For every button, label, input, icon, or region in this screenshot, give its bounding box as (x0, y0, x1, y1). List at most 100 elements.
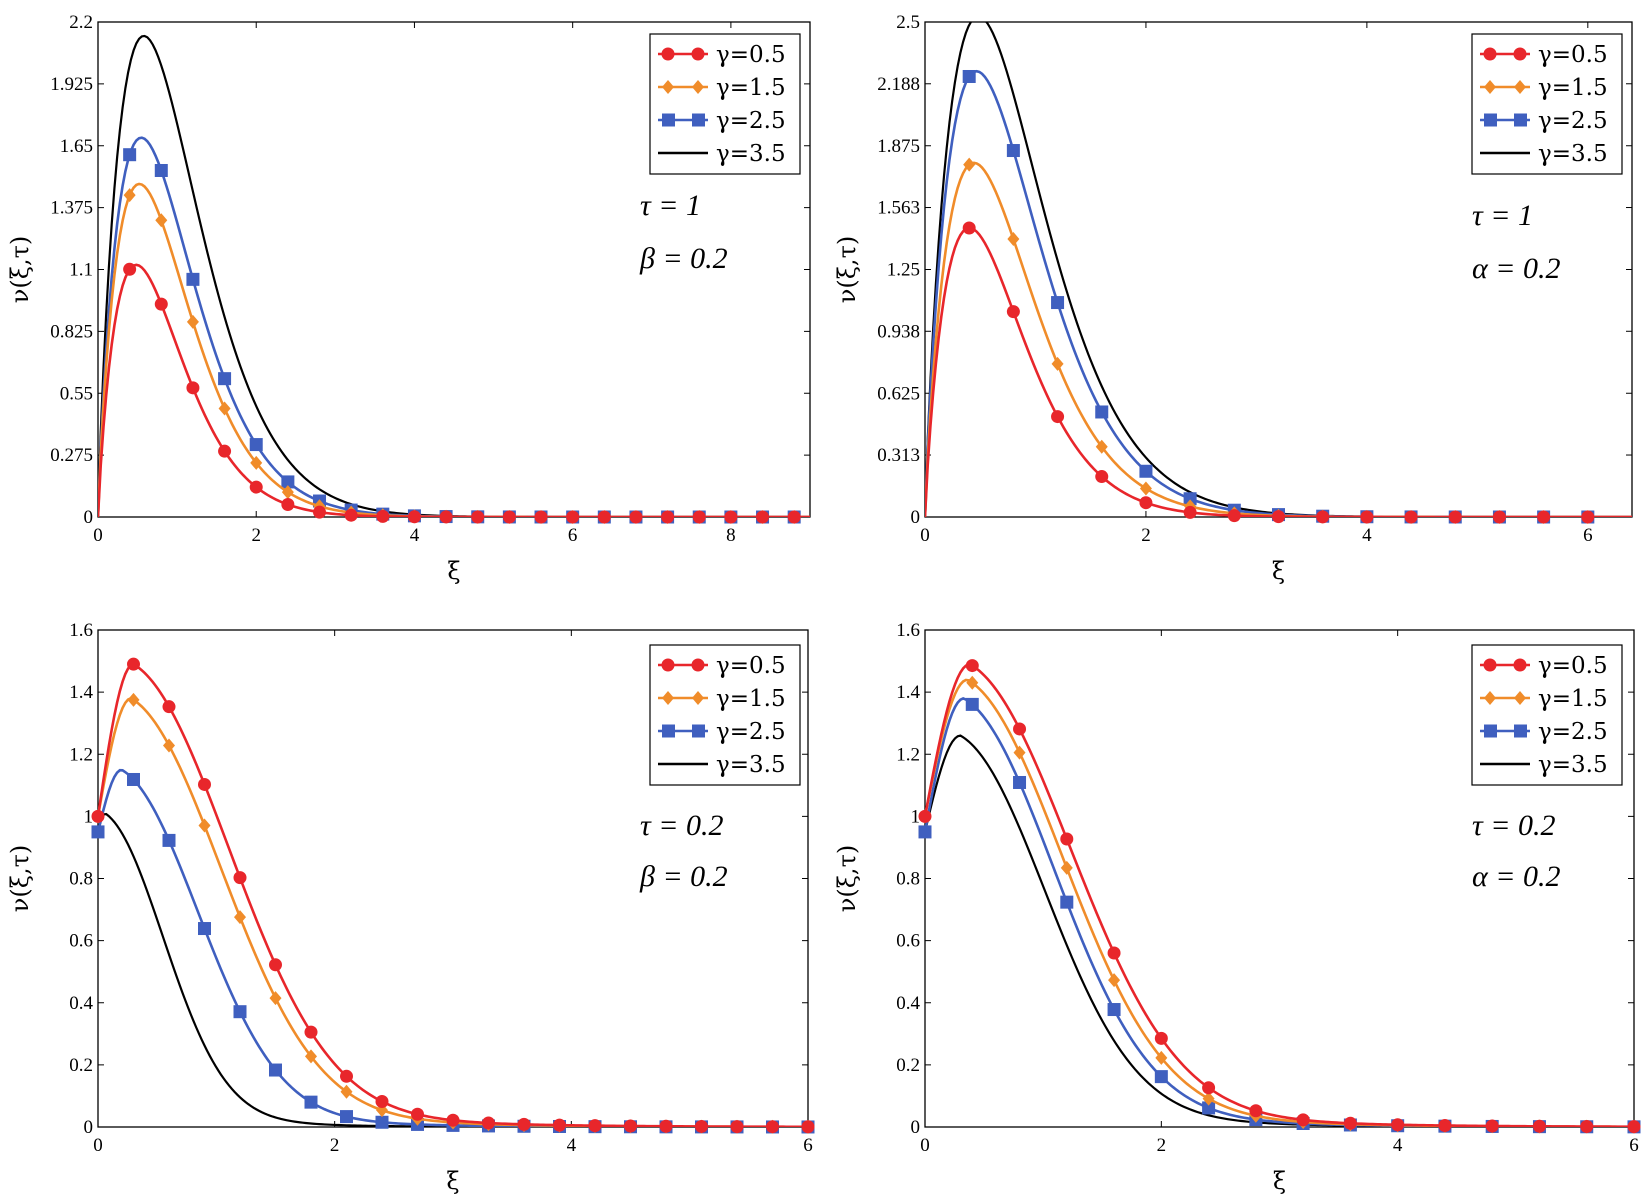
data-point (965, 659, 979, 673)
y-tick-label: 0.6 (896, 931, 920, 952)
data-point (962, 221, 976, 235)
data-point (597, 510, 611, 524)
data-point (344, 508, 358, 522)
y-tick-label: 1.65 (60, 136, 93, 157)
legend-label: γ=2.5 (1538, 719, 1608, 745)
data-point (1095, 405, 1109, 419)
data-point (1438, 1119, 1452, 1133)
data-point (198, 818, 211, 833)
data-point (233, 1005, 247, 1019)
y-tick-label: 1 (84, 806, 94, 827)
x-tick-label: 6 (1583, 525, 1593, 546)
data-point (1095, 439, 1108, 454)
data-point (1202, 1101, 1216, 1115)
legend-marker (1514, 691, 1526, 705)
data-point (198, 777, 211, 791)
data-point (163, 738, 175, 753)
annotation-param: β = 0.2 (639, 860, 728, 893)
data-point (127, 657, 140, 671)
y-tick-label: 1.6 (69, 620, 93, 641)
legend-label: γ=2.5 (1538, 108, 1608, 134)
data-point (123, 188, 136, 203)
data-point (756, 510, 770, 524)
y-tick-label: 0.275 (50, 445, 93, 466)
data-point (1580, 1120, 1594, 1134)
legend-marker (692, 724, 705, 738)
annotation-param: α = 0.2 (1472, 860, 1561, 893)
data-point (154, 297, 168, 311)
y-tick-label: 1 (911, 806, 921, 827)
data-point (588, 1119, 602, 1133)
series-line-γ=2.5 (98, 136, 810, 517)
legend-marker (1484, 80, 1496, 94)
chart-panel-a: 0 0.275 0.55 0.825 1.1 1.375 1.65 1.925 2.2 0 2 4 6 8… (6, 12, 811, 585)
legend-marker (662, 113, 675, 127)
data-point (407, 510, 421, 524)
data-point (1051, 296, 1065, 310)
data-point (250, 455, 263, 470)
data-point (127, 772, 140, 786)
x-tick-label: 0 (93, 1135, 103, 1156)
data-point (553, 1118, 566, 1132)
data-point (1095, 470, 1109, 484)
legend-label: γ=2.5 (716, 108, 786, 134)
y-tick-label: 0.938 (877, 321, 920, 342)
data-point (624, 1119, 637, 1133)
data-point (313, 505, 327, 519)
legend (1471, 644, 1623, 786)
data-point (918, 809, 932, 823)
y-tick-label: 0.8 (69, 869, 93, 890)
data-point (155, 213, 168, 228)
data-point (162, 833, 176, 847)
y-tick-label: 1.1 (69, 260, 93, 281)
series-line-γ=0.5 (925, 662, 1634, 1127)
data-point (218, 401, 231, 416)
legend-marker (1484, 691, 1496, 705)
data-point (154, 163, 168, 177)
data-point (1492, 510, 1506, 524)
legend-label: γ=1.5 (1538, 686, 1608, 712)
x-tick-label: 2 (330, 1135, 340, 1156)
data-point (730, 1120, 744, 1134)
y-tick-label: 0.6 (69, 931, 93, 952)
y-tick-label: 1.2 (896, 744, 920, 765)
data-point (281, 498, 295, 512)
data-point (411, 1107, 424, 1121)
y-tick-label: 2.2 (69, 12, 93, 33)
data-point (218, 372, 232, 386)
data-point (375, 1094, 389, 1108)
data-point (1139, 481, 1152, 496)
data-point (186, 381, 200, 395)
legend-label: γ=1.5 (716, 686, 786, 712)
data-point (127, 692, 140, 707)
data-point (305, 1049, 317, 1064)
annotation-param: β = 0.2 (639, 242, 728, 275)
data-point (1139, 496, 1153, 510)
legend-marker (1514, 80, 1526, 94)
legend-marker (661, 47, 675, 61)
data-point (1013, 745, 1026, 760)
data-point (1154, 1031, 1168, 1045)
chart-panel-d: 0 0.2 0.4 0.6 0.8 1 1.2 1.4 1.6 0 2 4 6 ξ ν(ξ,τ) γ=0.5 γ… (833, 620, 1641, 1195)
data-point (123, 148, 137, 162)
legend-label: γ=0.5 (1538, 42, 1608, 68)
data-point (1154, 1070, 1168, 1084)
series-line-γ=0.5 (98, 263, 810, 517)
y-tick-label: 1.875 (877, 136, 920, 157)
y-tick-label: 1.925 (50, 74, 93, 95)
y-tick-label: 0.625 (877, 383, 920, 404)
y-axis-label: ν(ξ,τ) (833, 236, 861, 303)
data-point (1060, 832, 1074, 846)
x-tick-label: 0 (93, 525, 103, 546)
data-point (1532, 1119, 1546, 1133)
annotation-tau: τ = 1 (1472, 199, 1533, 232)
data-point (1272, 510, 1285, 524)
data-point (482, 1116, 495, 1130)
data-point (1108, 973, 1121, 988)
data-point (340, 1084, 353, 1099)
data-point (502, 510, 516, 524)
data-point (1296, 1113, 1310, 1127)
data-point (966, 675, 979, 690)
x-axis-label: ξ (1272, 557, 1285, 585)
